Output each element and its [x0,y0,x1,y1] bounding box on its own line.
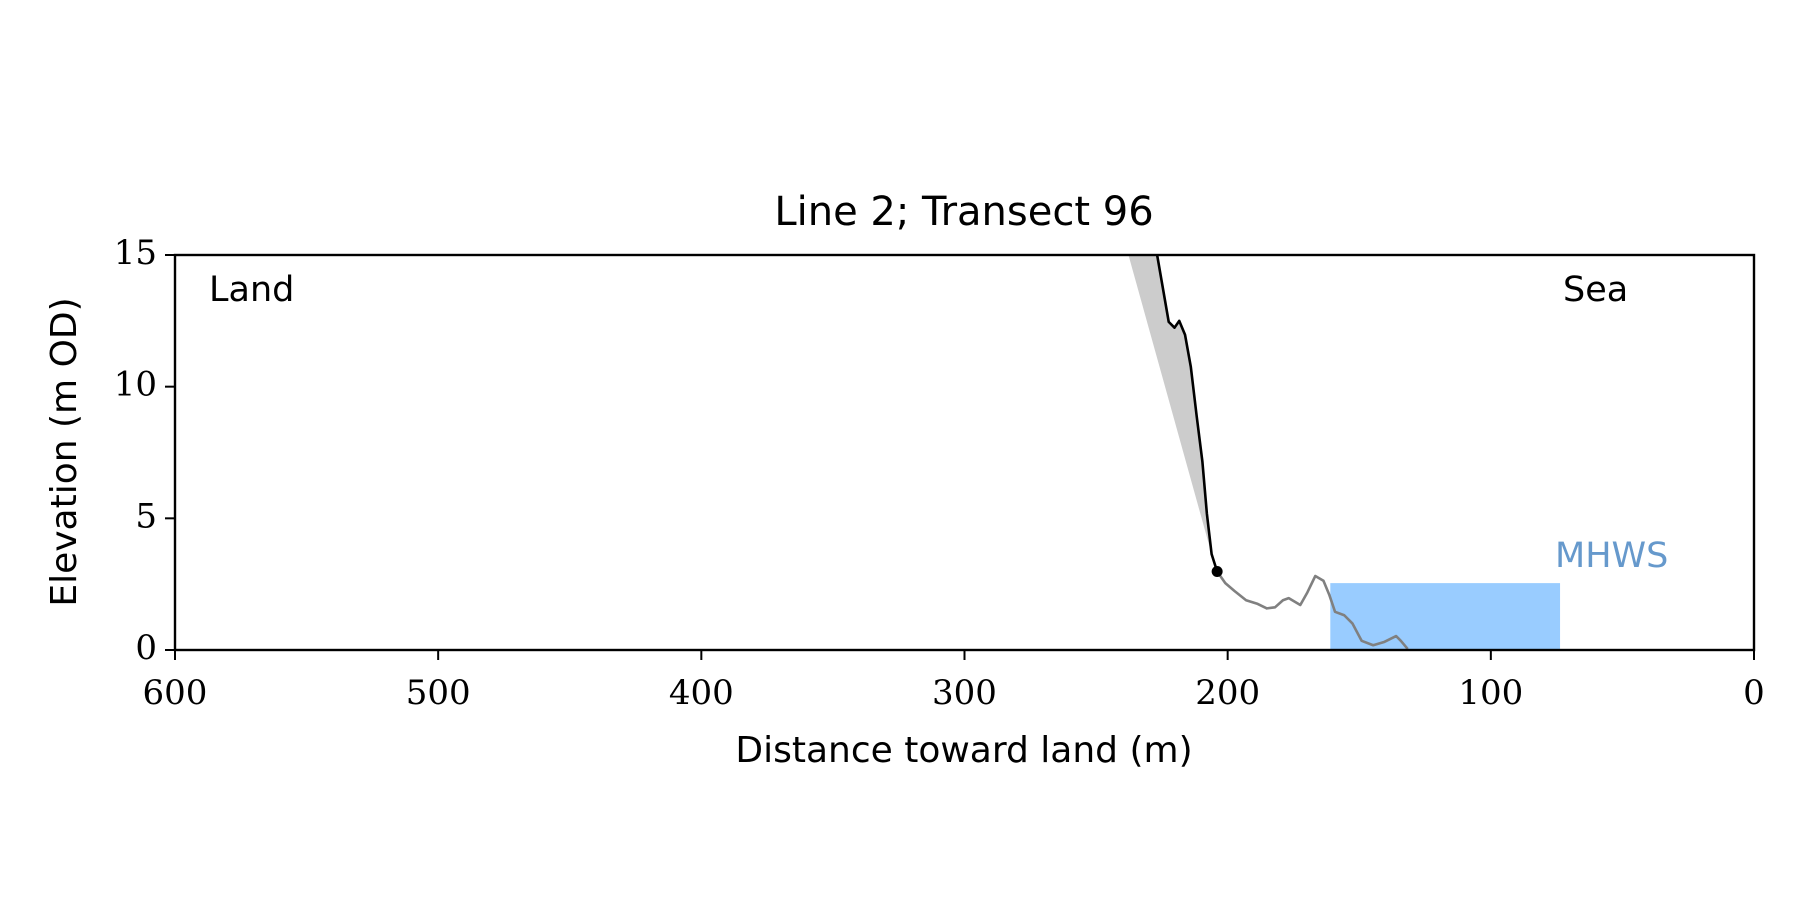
talus-area [1128,255,1218,572]
x-tick-label: 300 [932,673,997,713]
chart-title: Line 2; Transect 96 [774,189,1153,235]
x-tick-label: 100 [1458,673,1523,713]
profile-line [1155,254,1219,572]
x-tick-label: 600 [143,673,208,713]
x-tick-label: 400 [669,673,734,713]
cliff-toe [1211,566,1223,578]
annotation: Sea [1563,270,1628,310]
y-axis-label: Elevation (m OD) [44,297,85,606]
y-tick-label: 5 [135,496,157,536]
x-axis-label: Distance toward land (m) [735,730,1192,771]
y-tick-label: 0 [135,628,157,668]
x-tick-label: 500 [406,673,471,713]
x-tick-label: 0 [1743,673,1765,713]
y-tick-label: 15 [114,233,157,273]
y-tick-label: 10 [114,365,157,405]
mhws-label: MHWS [1555,536,1668,576]
annotation: Land [209,270,294,310]
x-tick-label: 200 [1195,673,1260,713]
profile-line [1216,570,1409,650]
mhws-water [1330,583,1561,650]
